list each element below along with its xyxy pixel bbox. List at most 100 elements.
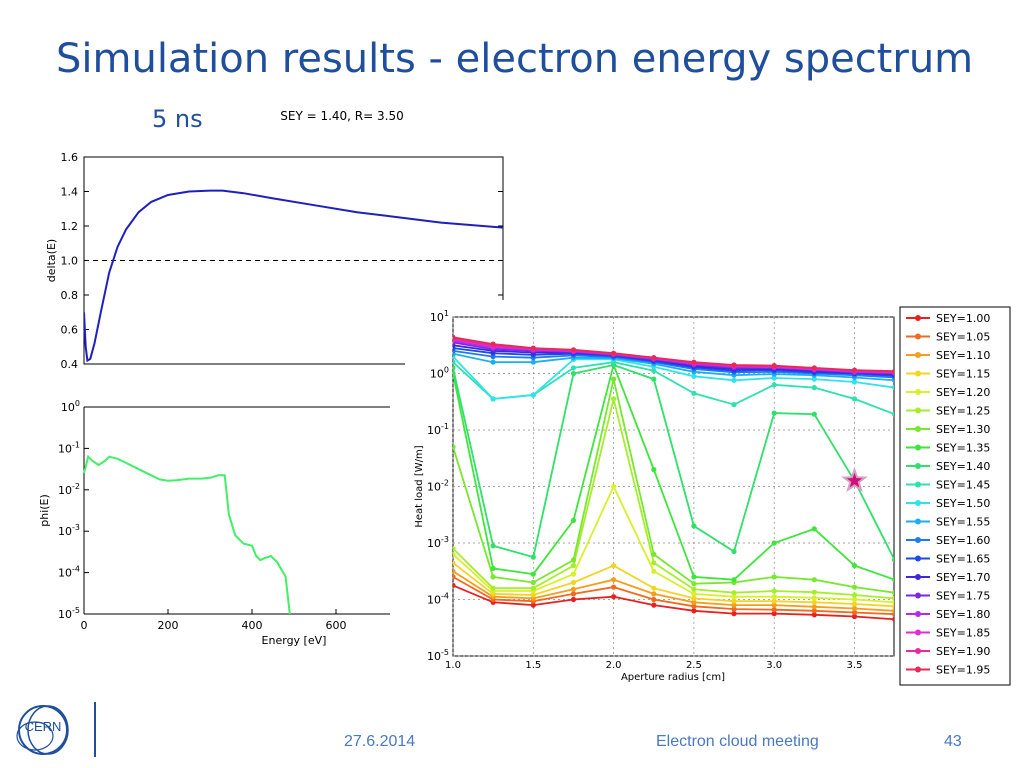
chart3-series-point — [731, 577, 737, 583]
chart3-series-line — [453, 362, 894, 581]
chart3-series-point — [453, 359, 456, 365]
chart3-ytick-label: 10-4 — [427, 592, 449, 607]
chart3-series-point — [851, 584, 858, 590]
chart3-series-point — [453, 574, 456, 580]
chart3-series-point — [530, 359, 536, 365]
chart3-series-point — [570, 579, 577, 586]
chart3-series-line — [453, 347, 894, 377]
legend-label: SEY=1.60 — [936, 534, 990, 547]
chart3-series-point — [691, 586, 697, 592]
chart3-series-point — [892, 411, 894, 417]
chart3-series-point — [490, 396, 496, 402]
chart1-ytick-label: 1.2 — [61, 220, 79, 233]
legend-swatch-marker — [915, 463, 921, 469]
chart1-ytick-label: 0.4 — [61, 358, 79, 371]
legend-swatch-marker — [915, 648, 921, 654]
legend-swatch-marker — [915, 629, 921, 636]
footer-meeting: Electron cloud meeting — [656, 733, 819, 750]
chart3-plot-area — [453, 334, 894, 622]
legend-label: SEY=1.30 — [936, 423, 990, 436]
chart3-series-point — [892, 608, 894, 614]
chart3-series-point — [811, 526, 817, 532]
chart3-series-point — [453, 444, 456, 450]
chart3-series-point — [453, 568, 456, 574]
chart2-xtick-label: 0 — [81, 619, 88, 632]
chart2-ylabel: phi(E) — [38, 494, 51, 527]
chart3-series-point — [811, 365, 817, 371]
legend-swatch-marker — [915, 666, 921, 673]
chart3-xtick-label: 2.0 — [606, 660, 622, 671]
chart3-series-point — [851, 396, 858, 402]
chart3-series-point — [651, 568, 657, 574]
logo-divider — [94, 702, 96, 757]
chart3-xtick-label: 3.0 — [766, 660, 782, 671]
legend-swatch-marker — [915, 555, 921, 562]
chart3-series-line — [453, 570, 894, 612]
chart3-series-point — [570, 557, 577, 563]
chart3-series-point — [611, 483, 617, 490]
legend-swatch-marker — [915, 518, 921, 525]
chart3-series-point — [611, 563, 617, 569]
chart3-series-point — [811, 599, 817, 605]
chart3-ytick-label: 10-2 — [427, 479, 449, 494]
legend-label: SEY=1.20 — [936, 386, 990, 399]
chart3-series-point — [731, 606, 737, 612]
chart3-series-point — [851, 592, 858, 598]
chart3-xtick-label: 3.5 — [847, 660, 863, 671]
chart3-series-point — [651, 551, 657, 557]
legend-swatch-marker — [915, 611, 921, 617]
chart1-title: SEY = 1.40, R= 3.50 — [280, 109, 404, 123]
legend-label: SEY=1.15 — [936, 368, 990, 381]
chart3-series-point — [771, 598, 777, 604]
chart3-ylabel: Heat load [W/m] — [414, 445, 425, 527]
chart3-series-point — [851, 605, 858, 612]
chart3-series-point — [530, 554, 536, 560]
legend-swatch-marker — [915, 481, 921, 488]
delta-chart: SEY = 1.40, R= 3.50 0.4 0.6 0.8 1.0 1.2 1.4 1.6… — [45, 109, 504, 371]
chart3-series-point — [570, 347, 577, 353]
legend-swatch-marker — [915, 592, 921, 599]
chart3-series-point — [731, 402, 737, 408]
chart3-series-point — [530, 585, 536, 591]
chart3-series-line — [453, 398, 894, 600]
chart3-series-point — [453, 365, 456, 371]
chart3-series-point — [892, 590, 894, 596]
chart2-xtick-label: 200 — [158, 619, 179, 632]
legend-label: SEY=1.10 — [936, 349, 990, 362]
chart3-series-line — [453, 584, 894, 621]
chart3-series-point — [570, 596, 577, 603]
chart1-ytick-label: 1.0 — [61, 255, 79, 268]
page-number: 43 — [944, 733, 962, 750]
chart3-series-point — [811, 608, 817, 614]
chart3-series-point — [611, 376, 617, 382]
legend-swatch-marker — [915, 352, 921, 358]
chart3-series-point — [691, 390, 697, 396]
chart2-ytick-label: 10-5 — [58, 606, 80, 621]
chart3-xlabel: Aperture radius [cm] — [621, 672, 725, 683]
chart3-series-point — [771, 602, 777, 608]
chart3-series-point — [892, 599, 894, 605]
chart3-series-point — [611, 396, 617, 402]
chart3-ytick-label: 100 — [430, 366, 449, 381]
chart3-series-point — [771, 540, 777, 546]
chart3-series-point — [651, 560, 657, 566]
slide-title: Simulation results - electron energy spe… — [56, 36, 974, 82]
chart3-series-line — [453, 350, 894, 379]
chart3-series-point — [691, 523, 697, 529]
chart3-series-point — [453, 334, 456, 340]
chart3-series-point — [851, 563, 858, 569]
chart3-series-point — [731, 377, 737, 383]
chart3-series-line — [453, 576, 894, 616]
chart3-xtick-label: 1.0 — [445, 660, 461, 671]
legend-swatch-marker — [915, 574, 921, 580]
chart3-series-point — [453, 546, 456, 552]
phi-chart: 10-5 10-4 10-3 10-2 10-1 100 0 200 400 600 Energy … — [38, 399, 390, 647]
chart3-series-point — [771, 363, 777, 369]
chart3-series-point — [651, 591, 657, 597]
chart3-series-point — [611, 577, 617, 583]
chart3-series-point — [611, 594, 617, 600]
heat-load-chart: 1.0 1.5 2.0 2.5 3.0 3.5 10-5 10-4 10-3 10-2 10-1 10… — [405, 300, 1011, 694]
chart3-series-point — [851, 596, 858, 603]
chart3-series-point — [490, 341, 496, 347]
chart3-series-point — [651, 467, 657, 473]
